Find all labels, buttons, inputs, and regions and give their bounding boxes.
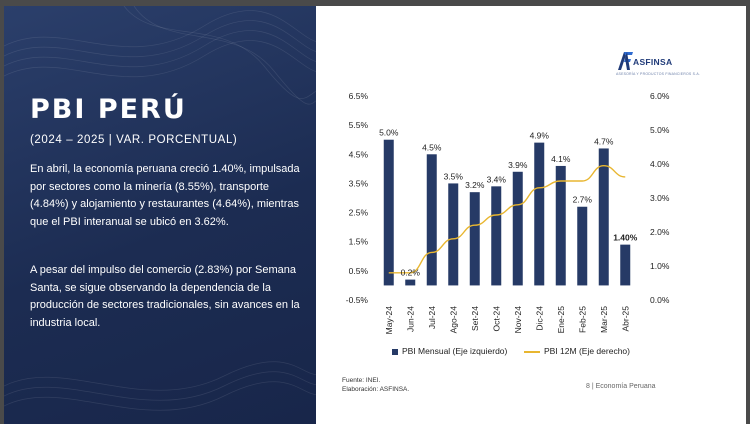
bar-value-label: 0.2% — [401, 268, 421, 278]
chart-panel: ASFINSA ASESORÍA Y PRODUCTOS FINANCIEROS… — [316, 6, 746, 424]
chart-footnote: Fuente: INEI. Elaboración: ASFINSA. — [342, 376, 409, 394]
y-left-tick-label: 1.5% — [349, 237, 369, 247]
asfinsa-logo-icon — [618, 52, 633, 70]
bar-value-label: 1.40% — [613, 233, 638, 243]
summary-paragraph-1: En abril, la economía peruana creció 1.4… — [30, 163, 300, 228]
x-tick-label: Oct-24 — [491, 306, 501, 332]
asfinsa-logo: ASFINSA ASESORÍA Y PRODUCTOS FINANCIEROS… — [616, 50, 726, 80]
x-tick-label: Dic-24 — [534, 306, 544, 331]
bar — [598, 148, 609, 286]
bar-value-label: 3.5% — [444, 171, 464, 181]
decorative-lines — [4, 6, 316, 411]
x-tick-label: Ene-25 — [556, 306, 566, 334]
page-title: PBI PERÚ — [30, 94, 187, 125]
legend-bar-swatch — [392, 348, 398, 355]
y-right-tick-label: 1.0% — [650, 261, 670, 271]
y-right-tick-label: 0.0% — [650, 295, 670, 305]
bar — [620, 244, 631, 286]
y-left-tick-label: 3.5% — [349, 178, 369, 188]
bar — [383, 139, 394, 286]
x-tick-label: Mar-25 — [599, 306, 609, 333]
x-tick-label: Jul-24 — [427, 306, 437, 329]
bar — [512, 171, 523, 286]
bar — [577, 206, 588, 286]
y-left-tick-label: 4.5% — [349, 149, 369, 159]
legend-item-12m: PBI 12M (Eje derecho) — [524, 346, 630, 356]
y-right-tick-label: 3.0% — [650, 193, 670, 203]
legend-line-swatch — [524, 350, 540, 353]
logo-name: ASFINSA — [633, 57, 673, 67]
bar — [555, 165, 566, 286]
x-tick-label: May-24 — [384, 306, 394, 335]
bar-value-label: 4.5% — [422, 142, 442, 152]
x-tick-label: Nov-24 — [513, 306, 523, 334]
bar-value-label: 2.7% — [573, 195, 593, 205]
bar-value-label: 4.9% — [530, 131, 550, 141]
bar-value-label: 5.0% — [379, 128, 399, 138]
bar — [448, 183, 459, 286]
y-left-tick-label: 0.5% — [349, 266, 369, 276]
bar — [405, 279, 416, 286]
logo-tagline: ASESORÍA Y PRODUCTOS FINANCIEROS S.A. — [616, 72, 701, 76]
bar-value-label: 4.7% — [594, 136, 614, 146]
summary-paragraph-2: A pesar del impulso del comercio (2.83%)… — [30, 264, 300, 329]
line-series-12m — [388, 164, 626, 274]
gdp-chart: -0.5% 0.5% 1.5% 2.5% 3.5% 4.5% 5.5% 6.5% 0.0% 1.0… — [346, 91, 670, 335]
elaboration-note: Elaboración: ASFINSA. — [342, 386, 410, 393]
y-right-tick-label: 6.0% — [650, 91, 670, 101]
page-subtitle: (2024 – 2025 | VAR. PORCENTUAL) — [30, 134, 238, 146]
y-left-tick-label: -0.5% — [346, 295, 369, 305]
bar — [491, 186, 502, 286]
source-note: Fuente: INEI. — [342, 377, 381, 384]
page-footer: 8 | Economía Peruana — [586, 383, 656, 390]
legend-label-monthly: PBI Mensual (Eje izquierdo) — [402, 346, 508, 356]
bar-value-label: 3.9% — [508, 160, 528, 170]
y-right-tick-label: 5.0% — [650, 125, 670, 135]
x-tick-label: Ago-24 — [448, 306, 458, 334]
x-tick-label: Jun-24 — [405, 306, 415, 332]
y-right-tick-label: 2.0% — [650, 227, 670, 237]
bar-value-label: 3.2% — [465, 180, 485, 190]
bar — [469, 192, 480, 286]
bar — [534, 142, 545, 286]
x-tick-label: Abr-25 — [620, 306, 630, 332]
y-right-tick-label: 4.0% — [650, 159, 670, 169]
y-left-tick-label: 6.5% — [349, 91, 369, 101]
legend-label-12m: PBI 12M (Eje derecho) — [544, 346, 630, 356]
bar — [426, 154, 437, 286]
y-left-tick-label: 2.5% — [349, 208, 369, 218]
left-panel: PBI PERÚ (2024 – 2025 | VAR. PORCENTUAL)… — [4, 6, 316, 424]
x-tick-label: Feb-25 — [577, 306, 587, 333]
x-tick-label: Set-24 — [470, 306, 480, 331]
bar-value-label: 3.4% — [487, 174, 507, 184]
y-left-tick-label: 5.5% — [349, 120, 369, 130]
legend-item-monthly: PBI Mensual (Eje izquierdo) — [392, 346, 507, 356]
bar-value-label: 4.1% — [551, 154, 571, 164]
